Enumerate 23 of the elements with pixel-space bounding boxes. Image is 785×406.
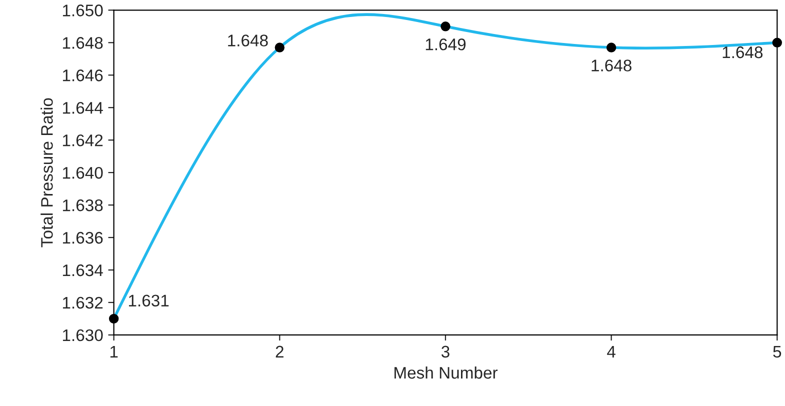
x-tick-label: 1 (110, 346, 118, 358)
y-tick-label: 1.640 (62, 166, 103, 179)
y-tick-label: 1.644 (62, 102, 103, 114)
data-label: 1.648 (228, 34, 268, 46)
y-tick-label: 1.638 (62, 199, 103, 212)
y-tick-label: 1.630 (62, 329, 103, 342)
x-tick-label: 4 (607, 346, 616, 358)
data-label: 1.631 (128, 294, 169, 307)
x-tick-label: 5 (773, 346, 782, 358)
y-tick-label: 1.632 (62, 296, 103, 309)
x-tick-label: 2 (276, 346, 284, 358)
y-tick-label: 1.648 (62, 37, 103, 49)
x-tick-label: 3 (441, 346, 450, 358)
x-axis-title: Mesh Number (394, 366, 498, 379)
y-tick-label: 1.650 (62, 4, 103, 16)
y-axis-title: Total Pressure Ratio (40, 98, 53, 248)
y-tick-label: 1.646 (62, 70, 103, 82)
y-tick-label: 1.636 (62, 232, 103, 244)
y-tick-label: 1.634 (62, 264, 103, 276)
data-label: 1.648 (592, 60, 632, 72)
data-label: 1.649 (426, 38, 466, 50)
data-label: 1.648 (722, 46, 763, 58)
y-tick-label: 1.642 (62, 134, 103, 146)
